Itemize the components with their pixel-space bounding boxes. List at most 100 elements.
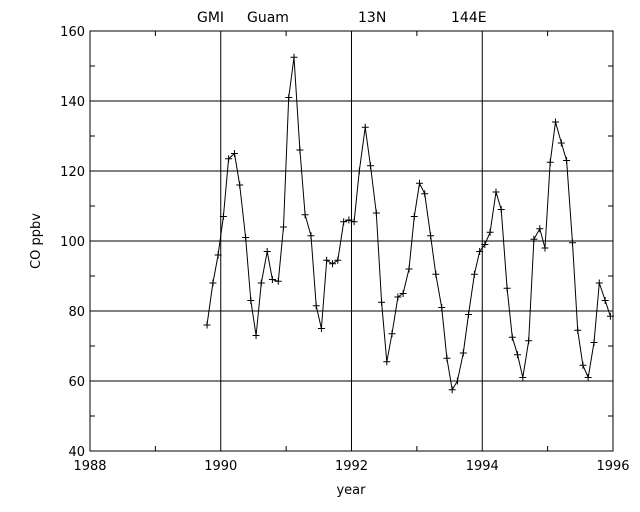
series-line [206,57,611,392]
data-point [242,234,250,241]
data-point [530,235,538,243]
x-axis-label: year [336,483,366,498]
data-point [421,190,429,198]
x-tick-label: 1996 [596,459,629,474]
data-point [574,326,582,334]
data-point [470,270,478,278]
data-point [438,304,446,311]
data-point [268,276,276,283]
data-point [443,354,451,362]
data-point [219,213,227,220]
data-point [323,256,331,264]
data-point [415,179,423,187]
y-tick-label: 80 [68,305,85,320]
data-point [296,146,304,154]
data-point [497,206,505,213]
title-part-station: Guam [247,10,289,26]
y-axis-label: CO ppbv [29,213,44,269]
data-point [568,239,576,247]
title-part-latitude: 13N [358,10,386,26]
y-tick-label: 120 [60,165,85,180]
data-point [378,298,386,306]
data-point [427,232,435,240]
data-point [584,374,592,381]
data-point [432,270,440,278]
y-tick-label: 40 [68,445,85,460]
x-tick-label: 1994 [466,459,499,474]
data-point [355,167,363,175]
data-point [465,311,473,318]
x-tick-label: 1992 [335,459,368,474]
data-point [334,256,342,264]
data-point [225,155,233,163]
data-point [274,277,282,285]
data-point [257,279,265,287]
data-point [372,209,380,217]
data-point [317,325,325,332]
data-point [405,265,413,273]
data-point [247,297,255,304]
data-point [329,260,337,268]
data-point [290,53,298,61]
data-point [551,118,559,126]
data-point [301,211,309,219]
x-tick-label: 1988 [73,459,106,474]
data-point [453,377,461,385]
data-point [519,374,527,381]
data-point [563,157,571,164]
data-point [236,181,244,189]
data-point [203,321,211,329]
y-tick-label: 60 [68,375,85,390]
data-point [361,123,369,131]
data-point [350,218,358,226]
data-point [476,248,484,255]
data-point [601,297,609,304]
y-tick-label: 100 [60,235,85,250]
data-point [388,330,396,338]
data-point [486,228,494,236]
data-point [209,279,217,287]
y-axis: 40 60 80 100 120 140 160 [60,25,613,460]
data-point [312,302,320,310]
data-point [579,361,587,369]
data-point [280,223,288,231]
data-point [546,158,554,166]
title-part-model: GMI [197,10,224,26]
data-point [481,241,489,248]
data-point [383,358,391,366]
data-point [448,386,456,394]
data-point [394,293,402,301]
plot-frame [89,30,614,452]
data-point [230,150,238,157]
x-axis: 1988 1990 1992 1994 1996 [73,31,630,474]
title-part-longitude: 144E [451,10,487,26]
data-point [459,349,467,357]
x-tick-label: 1990 [204,459,237,474]
data-point [590,339,598,346]
data-point [557,139,565,147]
data-point [503,284,511,292]
data-point [214,251,222,259]
data-point [525,337,533,345]
data-point [285,94,293,101]
data-point [366,162,374,170]
grid-lines [90,31,613,451]
data-point [536,225,544,233]
chart-title: GMI Guam 13N 144E [197,10,487,26]
data-point [410,213,418,220]
data-point [514,351,522,359]
data-point [492,188,500,196]
data-point [252,332,260,339]
data-markers [203,53,614,394]
data-point [541,244,549,252]
data-point [263,248,271,255]
data-point [399,290,407,297]
data-point [606,312,614,320]
data-point [595,279,603,287]
data-point [307,232,315,240]
y-tick-label: 160 [60,25,85,40]
data-point [340,218,348,226]
data-point [345,216,353,224]
data-point [508,333,516,341]
